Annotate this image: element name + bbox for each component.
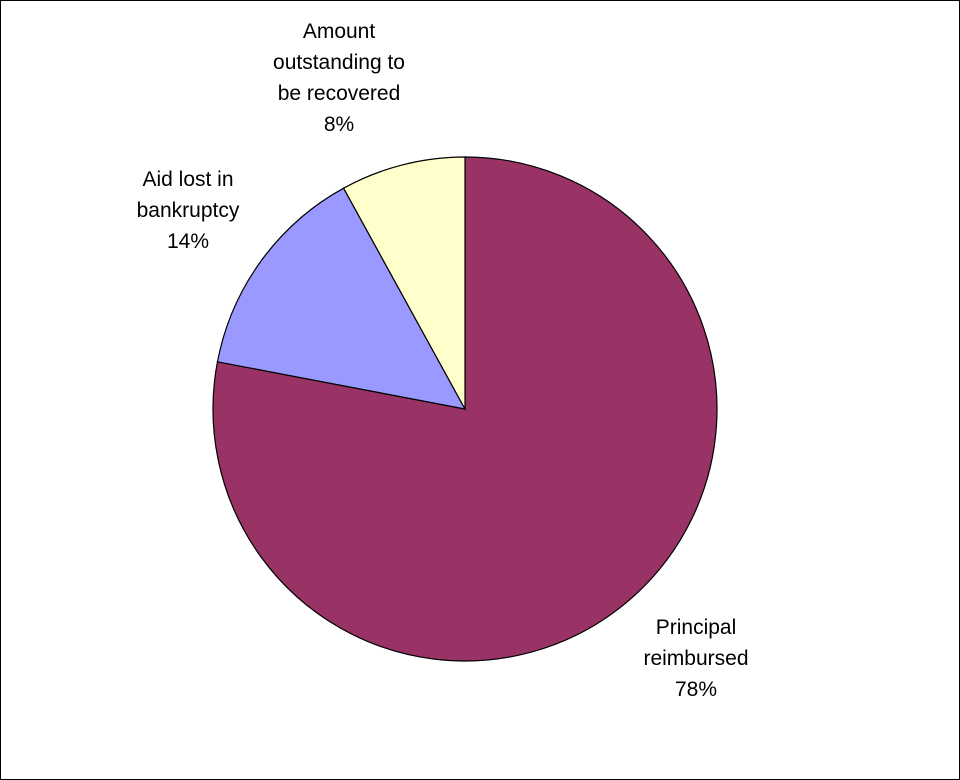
slice-label-0: Principal reimbursed 78% — [643, 616, 748, 701]
pie-slice-1 — [216, 187, 467, 410]
slice-name-label: be recovered — [278, 82, 401, 105]
slice-percent-label: 78% — [675, 678, 717, 701]
slice-percent-label: 8% — [324, 113, 354, 136]
pie-slices — [212, 156, 718, 662]
slice-name-label: outstanding to — [273, 51, 405, 74]
slice-name-label: Aid lost in — [142, 168, 233, 191]
pie-slice-2 — [342, 156, 466, 410]
slice-name-label: Amount — [303, 20, 376, 43]
slice-label-1: Aid lost in bankruptcy 14% — [137, 168, 240, 253]
slice-name-label: Principal — [656, 616, 737, 639]
slice-name-label: reimbursed — [643, 647, 748, 670]
slice-name-label: bankruptcy — [137, 199, 240, 222]
slice-percent-label: 14% — [167, 230, 209, 253]
pie-labels: Principal reimbursed 78% Aid lost in bankrup… — [137, 20, 749, 701]
slice-label-2: Amount outstanding to be recovered 8% — [273, 20, 405, 136]
